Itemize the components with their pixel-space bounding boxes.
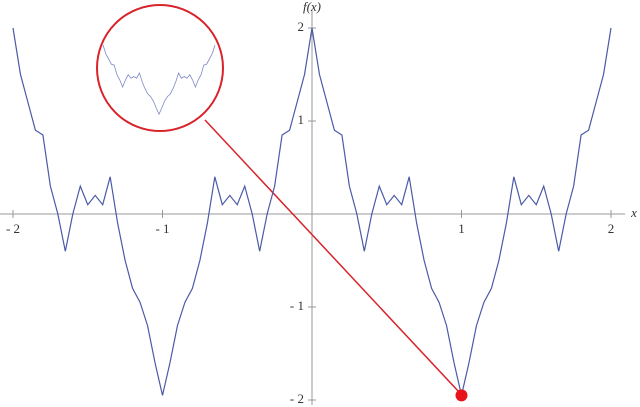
zoom-inset	[96, 4, 224, 132]
data-line	[12, 27, 612, 396]
zoom-connector	[204, 119, 460, 393]
x-tick-label: - 2	[6, 221, 20, 236]
y-axis-label: f(x)	[303, 0, 321, 14]
y-tick-label: - 2	[290, 391, 304, 406]
x-tick-label: - 1	[155, 221, 169, 236]
highlight-point	[455, 389, 468, 402]
x-axis-label: x	[630, 205, 637, 220]
inset-line	[102, 44, 216, 116]
x-tick-label: 1	[458, 221, 465, 236]
y-tick-label: 2	[298, 19, 305, 34]
x-tick-label: 2	[608, 221, 615, 236]
y-tick-label: 1	[298, 112, 305, 127]
y-tick-label: - 1	[290, 298, 304, 313]
